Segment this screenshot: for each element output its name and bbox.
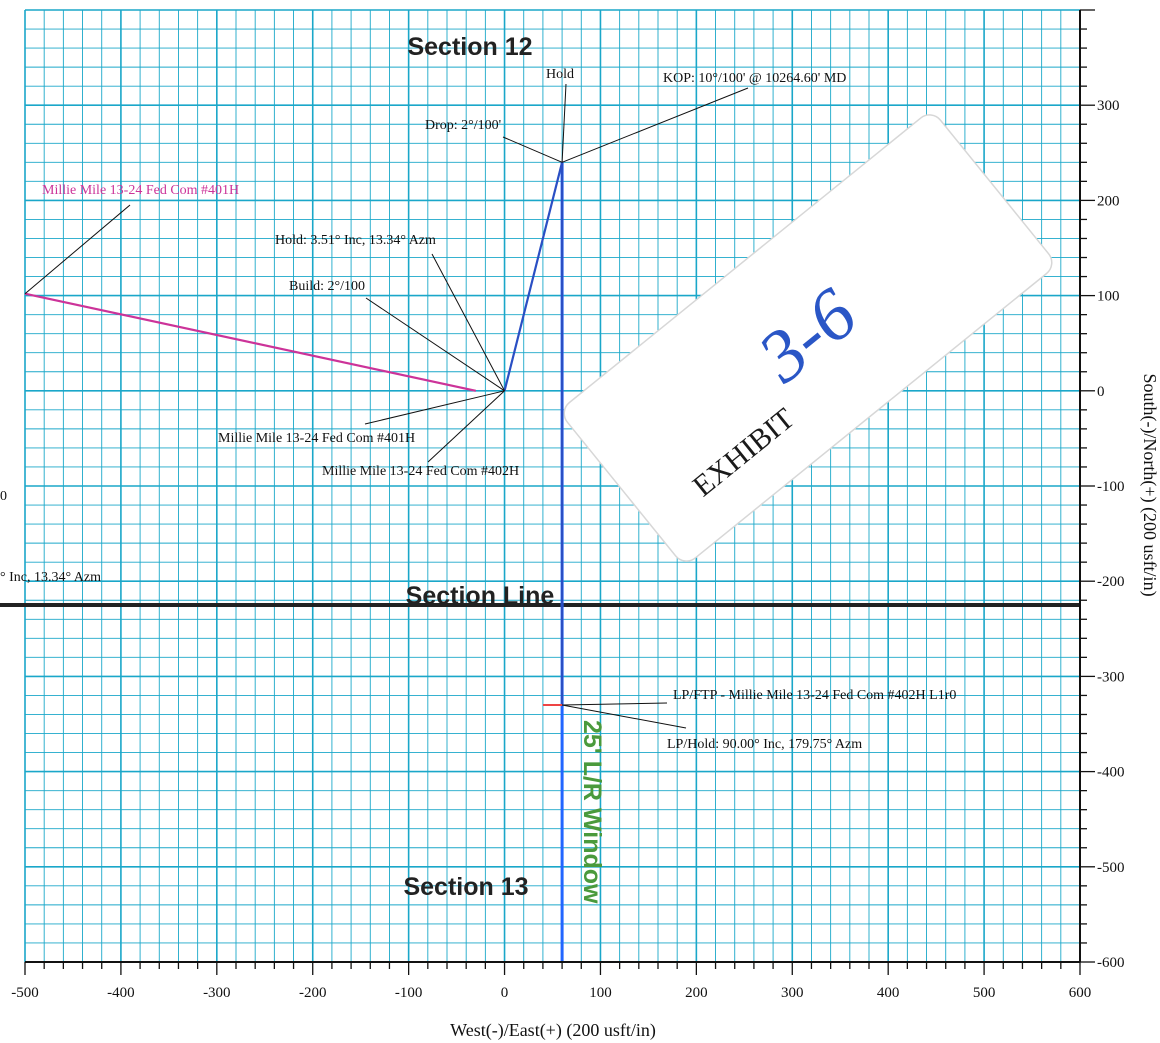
lp-hold-annotation: LP/Hold: 90.00° Inc, 179.75° Azm	[667, 737, 862, 752]
lp-hold-leader	[561, 704, 687, 729]
y-tick-label: 100	[1097, 289, 1120, 305]
x-tick-label: 600	[1069, 985, 1092, 1001]
well-401-leader	[364, 390, 505, 425]
y-tick-label: 300	[1097, 98, 1120, 114]
left-edge-annotation: ° Inc, 13.34° Azm	[0, 570, 101, 585]
drop-leader	[502, 136, 563, 163]
section-12-label: Section 12	[407, 33, 532, 61]
y-tick-label: -100	[1097, 479, 1125, 495]
section-line-label: Section Line	[406, 582, 555, 610]
kop-leader	[561, 87, 749, 163]
hold-leader	[561, 83, 567, 163]
build-leader	[365, 297, 505, 392]
well-402-path	[503, 162, 564, 705]
y-tick-label: 0	[1097, 384, 1105, 400]
y-axis-title: South(-)/North(+) (200 usft/in)	[1139, 373, 1160, 596]
hold-annotation: Hold	[546, 67, 574, 82]
x-axis-title: West(-)/East(+) (200 usft/in)	[450, 1020, 656, 1041]
well-402-label: Millie Mile 13-24 Fed Com #402H	[322, 464, 519, 479]
section-13-label: Section 13	[403, 873, 528, 901]
well-401-label: Millie Mile 13-24 Fed Com #401H	[218, 431, 415, 446]
y-tick-label: -200	[1097, 574, 1125, 590]
kop-annotation: KOP: 10°/100' @ 10264.60' MD	[663, 71, 846, 86]
well-401-pink-label: Millie Mile 13-24 Fed Com #401H	[42, 183, 239, 198]
x-tick-label: 100	[589, 985, 612, 1001]
exhibit-sticker: EXHIBIT 3-6	[563, 114, 1053, 562]
x-tick-label: 400	[877, 985, 900, 1001]
lp-ftp-leader	[562, 702, 668, 706]
hold-inc-annotation: Hold: 3.51° Inc, 13.34° Azm	[275, 233, 436, 248]
axes: -500 -400 -300 -200 -100 0 100 200 300 400 500 600 3…	[11, 9, 1125, 1001]
x-tick-label: -400	[107, 985, 135, 1001]
lr-window-label: 25' L/R Window	[578, 720, 606, 904]
x-tick-label: -500	[11, 985, 39, 1001]
build-annotation: Build: 2°/100	[289, 279, 365, 294]
y-tick-label: -600	[1097, 955, 1125, 971]
well-401-path	[24, 292, 477, 392]
drop-annotation: Drop: 2°/100'	[425, 118, 501, 133]
exhibit-card	[563, 114, 1053, 562]
y-tick-label: 200	[1097, 193, 1120, 209]
x-tick-label: -100	[395, 985, 423, 1001]
well-402-leader	[427, 390, 505, 463]
y-tick-label: -400	[1097, 765, 1125, 781]
x-tick-label: 0	[501, 985, 509, 1001]
hold-inc-leader	[431, 253, 505, 392]
x-tick-label: -200	[299, 985, 327, 1001]
x-tick-label: 500	[973, 985, 996, 1001]
x-tick-label: 200	[685, 985, 708, 1001]
annotation-leaders	[24, 83, 749, 729]
left-edge-zero: 0	[0, 489, 7, 504]
y-tick-label: -300	[1097, 669, 1125, 685]
y-tick-label: -500	[1097, 860, 1125, 876]
x-tick-label: 300	[781, 985, 804, 1001]
grid	[24, 9, 1081, 963]
lp-ftp-annotation: LP/FTP - Millie Mile 13-24 Fed Com #402H…	[673, 688, 956, 703]
well-401-pink-leader	[24, 204, 131, 295]
x-tick-label: -300	[203, 985, 231, 1001]
